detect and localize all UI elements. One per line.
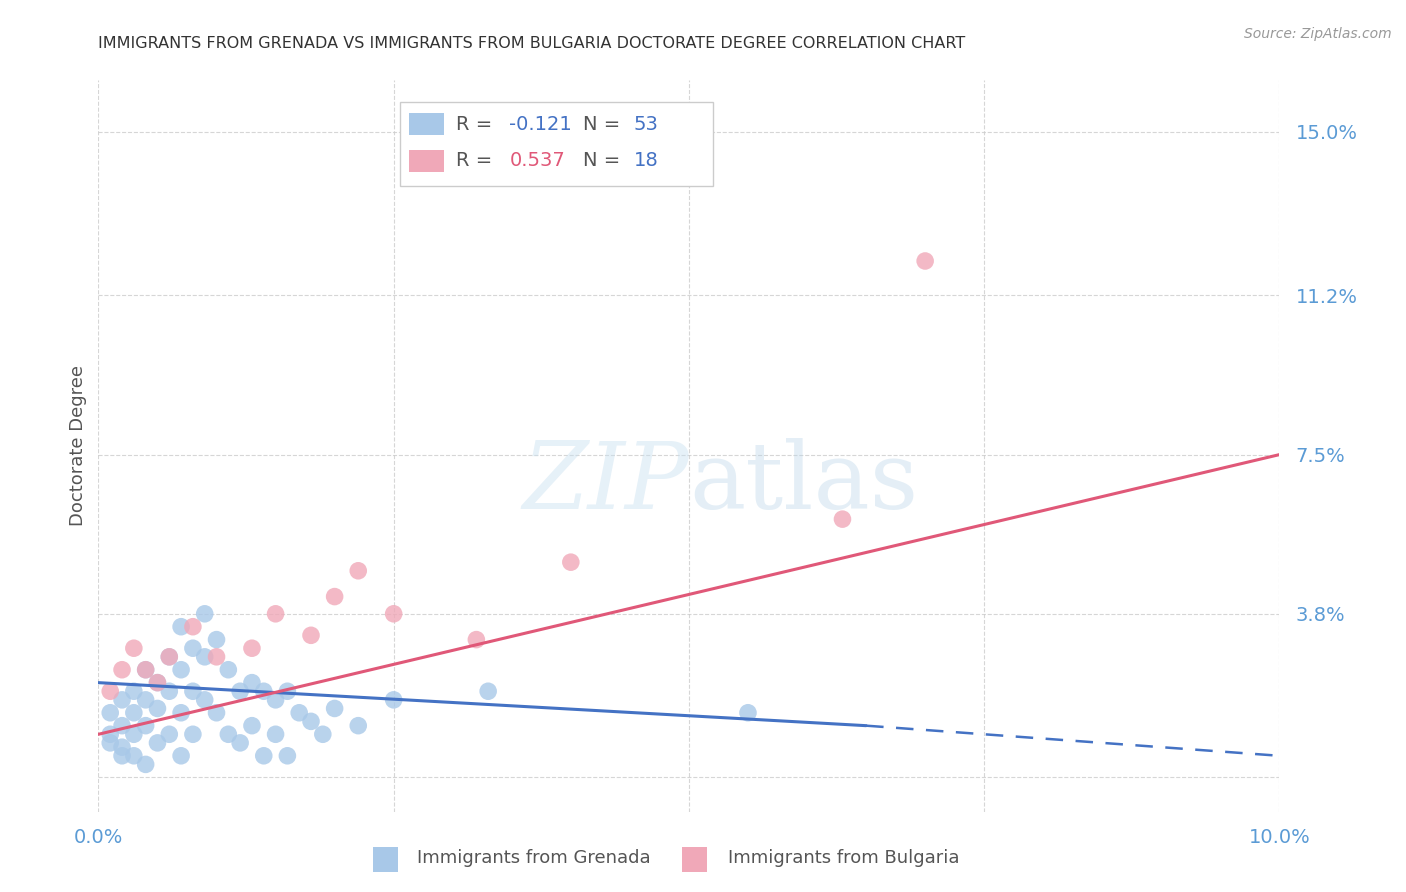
Point — [181, 727, 204, 741]
Text: atlas: atlas — [689, 438, 918, 527]
Point — [194, 693, 217, 707]
Point — [122, 706, 145, 720]
Point — [264, 727, 287, 741]
Point — [914, 254, 936, 268]
Point — [253, 684, 276, 698]
Point — [98, 706, 121, 720]
Point — [157, 727, 180, 741]
Point — [111, 693, 134, 707]
Point — [323, 701, 346, 715]
Point — [135, 693, 157, 707]
Point — [382, 607, 405, 621]
Point — [194, 607, 217, 621]
Point — [276, 748, 298, 763]
Point — [264, 607, 287, 621]
Text: N =: N = — [582, 115, 626, 134]
Point — [205, 649, 228, 664]
Text: 18: 18 — [634, 152, 658, 170]
Point — [312, 727, 335, 741]
Point — [229, 736, 252, 750]
Point — [135, 663, 157, 677]
Point — [146, 701, 169, 715]
Point — [737, 706, 759, 720]
Point — [240, 675, 263, 690]
Point — [465, 632, 488, 647]
Point — [170, 706, 193, 720]
Point — [264, 693, 287, 707]
Point — [111, 740, 134, 755]
Point — [288, 706, 311, 720]
Point — [299, 628, 322, 642]
Point — [98, 727, 121, 741]
Y-axis label: Doctorate Degree: Doctorate Degree — [69, 366, 87, 526]
Text: N =: N = — [582, 152, 626, 170]
Text: -0.121: -0.121 — [509, 115, 572, 134]
Text: 53: 53 — [634, 115, 658, 134]
Point — [205, 632, 228, 647]
Point — [831, 512, 853, 526]
Point — [157, 649, 180, 664]
Point — [111, 719, 134, 733]
Point — [181, 620, 204, 634]
Point — [323, 590, 346, 604]
Point — [229, 684, 252, 698]
Point — [347, 719, 370, 733]
FancyBboxPatch shape — [409, 150, 444, 171]
Point — [157, 684, 180, 698]
Point — [135, 757, 157, 772]
Point — [111, 663, 134, 677]
Text: Immigrants from Bulgaria: Immigrants from Bulgaria — [728, 849, 959, 867]
Point — [240, 719, 263, 733]
Point — [253, 748, 276, 763]
Point — [111, 748, 134, 763]
Point — [98, 684, 121, 698]
Text: Immigrants from Grenada: Immigrants from Grenada — [418, 849, 651, 867]
Point — [170, 663, 193, 677]
Point — [217, 727, 239, 741]
Point — [98, 736, 121, 750]
Point — [194, 649, 217, 664]
Point — [146, 675, 169, 690]
Point — [135, 719, 157, 733]
FancyBboxPatch shape — [409, 113, 444, 136]
Point — [122, 684, 145, 698]
Point — [181, 684, 204, 698]
Point — [276, 684, 298, 698]
Point — [135, 663, 157, 677]
Point — [181, 641, 204, 656]
Point — [157, 649, 180, 664]
Text: R =: R = — [457, 115, 499, 134]
Point — [560, 555, 582, 569]
Point — [122, 748, 145, 763]
Text: ZIP: ZIP — [522, 438, 689, 527]
Point — [146, 675, 169, 690]
Point — [146, 736, 169, 750]
Point — [205, 706, 228, 720]
Text: R =: R = — [457, 152, 499, 170]
Point — [122, 727, 145, 741]
Point — [170, 620, 193, 634]
Point — [347, 564, 370, 578]
Text: IMMIGRANTS FROM GRENADA VS IMMIGRANTS FROM BULGARIA DOCTORATE DEGREE CORRELATION: IMMIGRANTS FROM GRENADA VS IMMIGRANTS FR… — [98, 36, 966, 51]
Text: 0.537: 0.537 — [509, 152, 565, 170]
Text: Source: ZipAtlas.com: Source: ZipAtlas.com — [1244, 27, 1392, 41]
FancyBboxPatch shape — [399, 103, 713, 186]
Point — [382, 693, 405, 707]
Point — [170, 748, 193, 763]
Point — [299, 714, 322, 729]
Point — [477, 684, 499, 698]
Point — [240, 641, 263, 656]
Point — [122, 641, 145, 656]
Point — [217, 663, 239, 677]
